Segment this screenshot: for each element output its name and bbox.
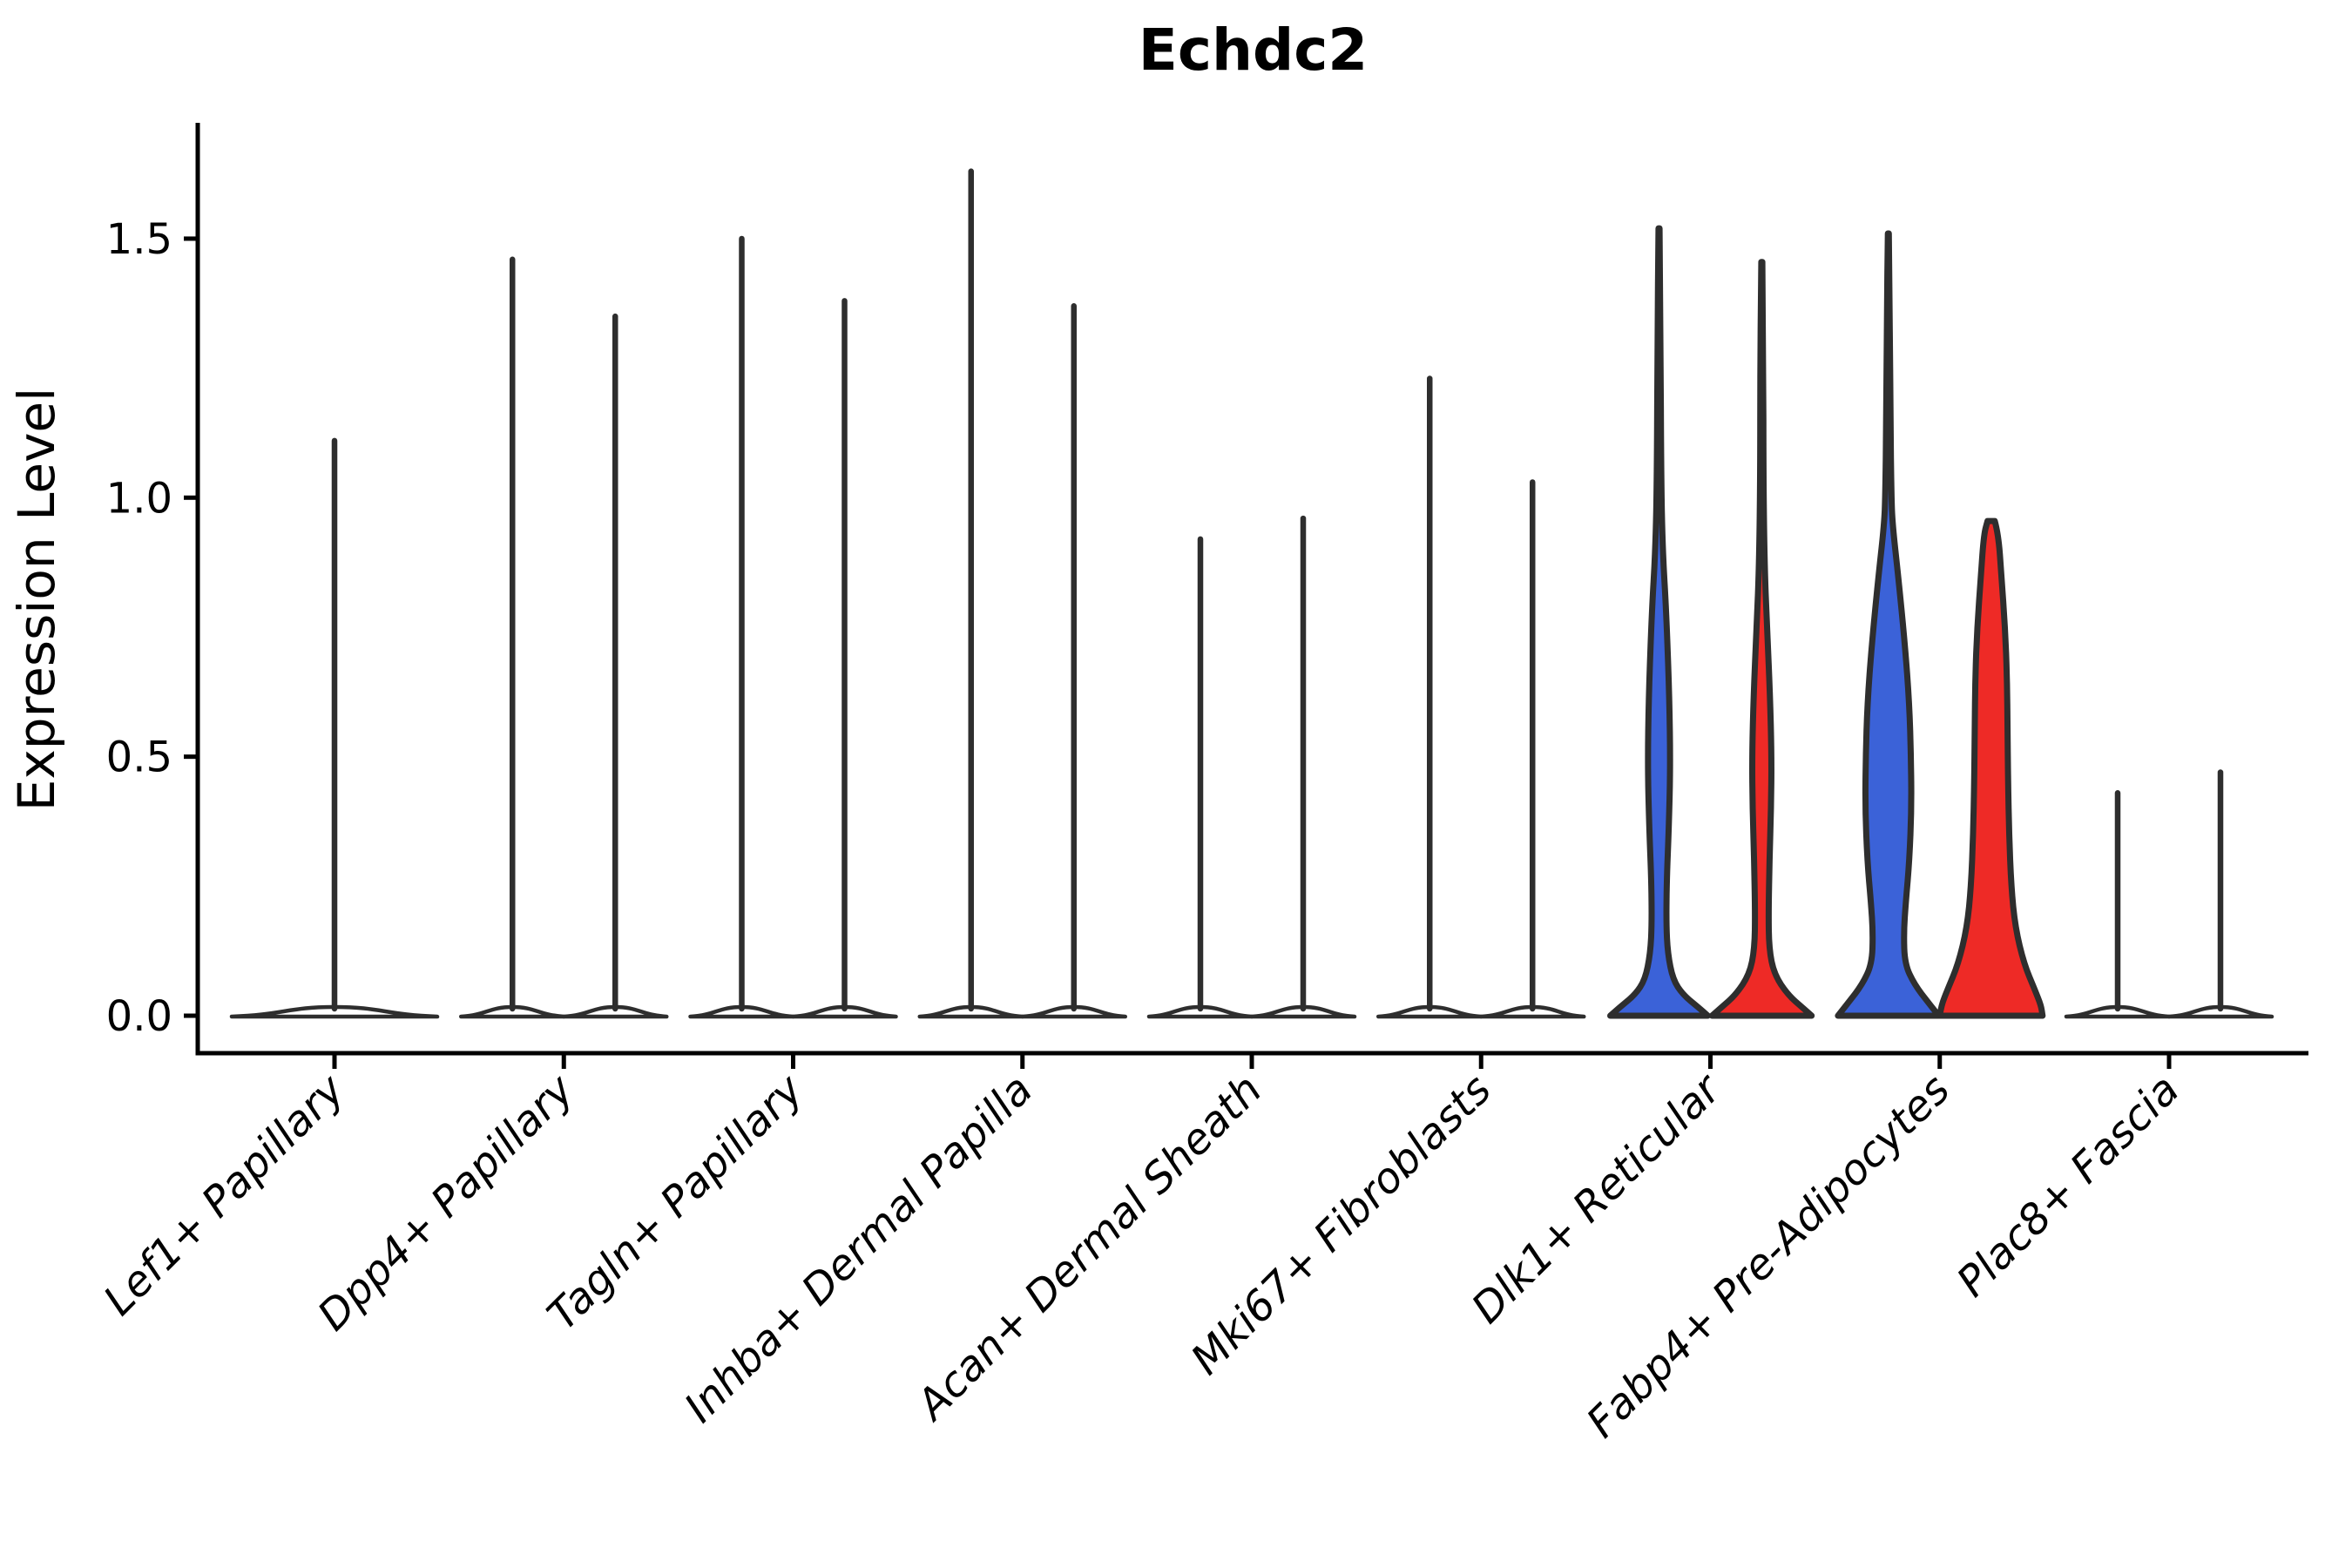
violin-inhba-dermal-papilla-right	[1020, 303, 1127, 1019]
violin-dlk1-reticular-right	[1708, 259, 1815, 1019]
violin-fabp4-pre-adipocytes-right	[1936, 517, 2046, 1019]
y-tick-label: 0.0	[106, 992, 172, 1041]
violin-dpp4-papillary-left	[459, 256, 566, 1019]
x-tick-label-fabp4-pre-adipocytes: Fabp4+ Pre-Adipocytes	[1578, 1065, 1960, 1448]
violin-lef1-papillary-single	[229, 437, 440, 1019]
y-tick-label: 0.5	[106, 733, 172, 782]
violin-plac8-fascia-left	[2064, 790, 2172, 1019]
x-tick-label-dlk1-reticular: Dlk1+ Reticular	[1463, 1064, 1733, 1334]
violin-dpp4-papillary-right	[562, 313, 669, 1019]
x-tick-label-tagln-papillary: Tagln+ Papillary	[538, 1064, 814, 1340]
y-axis-label: Expression Level	[7, 388, 66, 811]
x-tick-label-lef1-papillary: Lef1+ Papillary	[94, 1064, 355, 1325]
y-tick-label: 1.5	[106, 215, 172, 264]
x-tick-label-plac8-fascia: Plac8+ Fascia	[1948, 1065, 2189, 1307]
violin-mki67-fibroblasts-right	[1479, 479, 1586, 1019]
violin-fabp4-pre-adipocytes-left	[1835, 230, 1943, 1019]
violin-tagln-papillary-right	[791, 298, 898, 1019]
violin-acan-dermal-sheath-right	[1249, 515, 1357, 1019]
violin-dlk1-reticular-left	[1607, 225, 1711, 1019]
y-axis: 0.0 0.5 1.0 1.5 Expression Level	[7, 215, 198, 1041]
violin-tagln-papillary-left	[688, 235, 795, 1019]
violin-inhba-dermal-papilla-left	[917, 168, 1024, 1019]
y-tick-label: 1.0	[106, 474, 172, 523]
violin-plac8-fascia-right	[2166, 769, 2274, 1019]
plot-title: Echdc2	[1139, 17, 1368, 84]
x-tick-label-dpp4-papillary: Dpp4+ Papillary	[308, 1064, 584, 1340]
violin-mki67-fibroblasts-left	[1376, 375, 1484, 1019]
violin-acan-dermal-sheath-left	[1146, 536, 1254, 1019]
violins-layer	[229, 168, 2274, 1019]
